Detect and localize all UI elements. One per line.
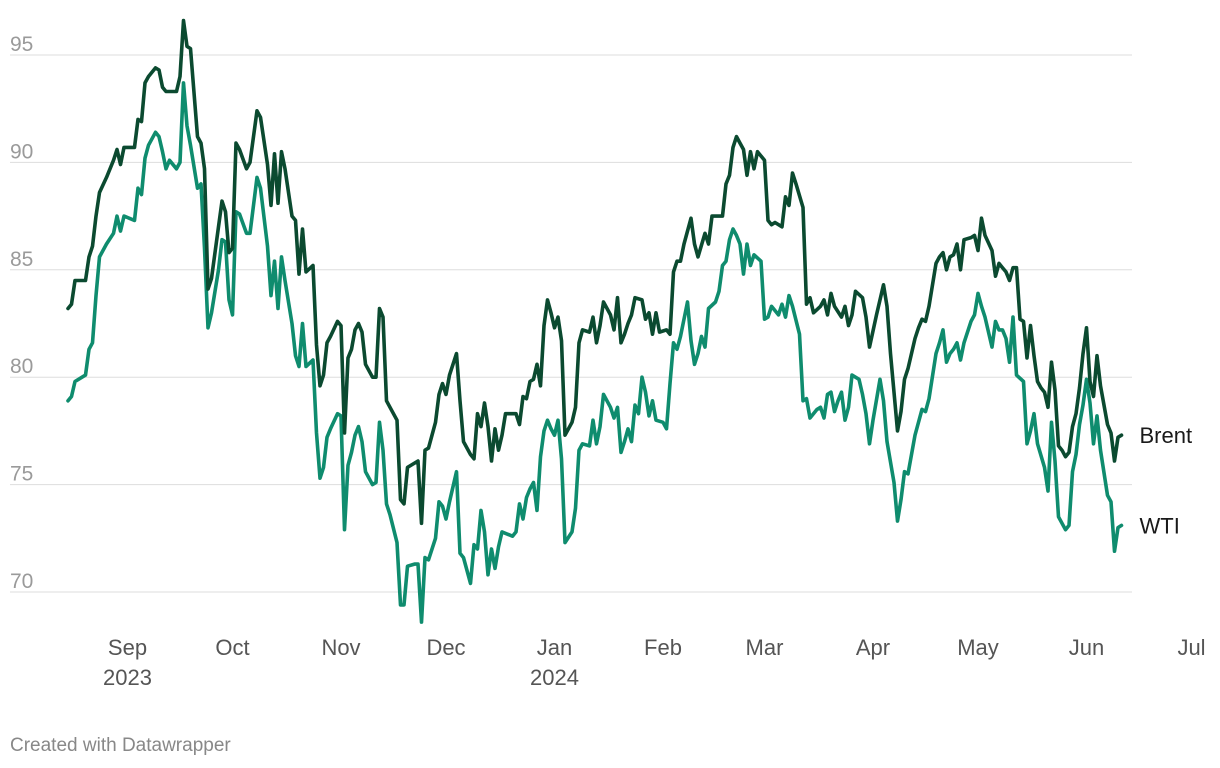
y-gridlines <box>10 54 1132 593</box>
series-lines <box>66 18 1124 624</box>
series-label-brent: Brent <box>1140 423 1193 448</box>
x-axis-tick-labels: Sep 2023 Oct Nov Dec Jan 2024 Feb Mar Apr May Jun Ju… <box>103 635 1206 690</box>
y-tick-label-75: 75 <box>10 463 33 486</box>
x-tick-label-mar: Mar <box>746 635 784 660</box>
x-tick-label-nov: Nov <box>321 635 360 660</box>
x-tick-label-feb: Feb <box>644 635 682 660</box>
datawrapper-credit: Created with Datawrapper <box>10 735 231 756</box>
y-axis-tick-labels: 70 75 80 85 90 95 <box>10 33 33 593</box>
y-tick-label-95: 95 <box>10 33 33 56</box>
x-tick-label-dec: Dec <box>426 635 465 660</box>
x-tick-label-may: May <box>957 635 999 660</box>
x-tick-label-jan: Jan <box>537 635 572 660</box>
series-end-labels: Brent WTI <box>1140 423 1193 538</box>
x-tick-year-2024: 2024 <box>530 665 579 690</box>
y-tick-label-85: 85 <box>10 248 33 271</box>
series-line-wti <box>66 81 1124 624</box>
y-tick-label-90: 90 <box>10 140 33 163</box>
series-line-brent <box>66 18 1124 526</box>
y-tick-label-80: 80 <box>10 355 33 378</box>
x-tick-label-apr: Apr <box>856 635 890 660</box>
y-tick-label-70: 70 <box>10 570 33 593</box>
x-tick-label-oct: Oct <box>215 635 249 660</box>
x-tick-label-sep: Sep <box>108 635 147 660</box>
x-tick-year-2023: 2023 <box>103 665 152 690</box>
x-tick-label-jun: Jun <box>1069 635 1104 660</box>
series-label-wti: WTI <box>1140 513 1180 538</box>
x-tick-label-jul: Jul <box>1177 635 1205 660</box>
